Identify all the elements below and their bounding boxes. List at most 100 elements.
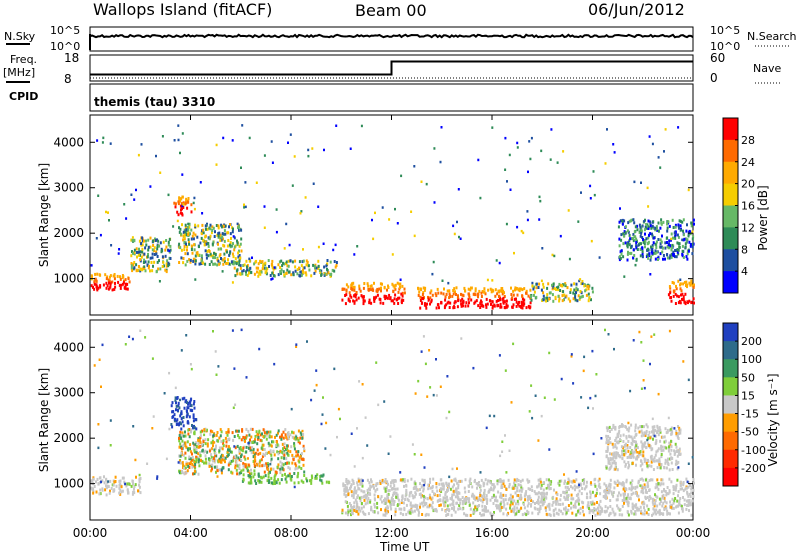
- data-cell: [395, 495, 398, 499]
- data-cell: [652, 431, 655, 435]
- data-cell: [316, 473, 319, 477]
- data-cell: [183, 233, 186, 237]
- data-cell: [130, 484, 133, 488]
- data-cell: [674, 462, 677, 466]
- data-cell: [271, 259, 274, 263]
- data-cell: [234, 464, 237, 468]
- data-cell: [526, 218, 529, 222]
- data-cell: [177, 408, 179, 412]
- data-cell: [320, 422, 323, 426]
- data-cell: [192, 237, 195, 241]
- data-cell: [546, 504, 549, 508]
- data-cell: [640, 242, 642, 246]
- data-cell: [167, 264, 170, 268]
- data-cell: [282, 451, 285, 455]
- data-cell: [181, 439, 184, 443]
- data-cell: [300, 273, 303, 277]
- data-cell: [392, 481, 395, 485]
- data-cell: [390, 507, 393, 511]
- data-cell: [685, 280, 688, 284]
- data-cell: [430, 289, 433, 293]
- data-cell: [545, 496, 548, 500]
- data-cell: [200, 236, 203, 240]
- data-cell: [512, 303, 515, 307]
- data-cell: [644, 434, 647, 437]
- data-cell: [218, 457, 221, 461]
- data-cell: [209, 432, 212, 436]
- data-cell: [325, 421, 328, 425]
- data-cell: [186, 259, 189, 263]
- data-cell: [193, 430, 196, 434]
- data-cell: [448, 292, 451, 296]
- data-cell: [655, 450, 658, 454]
- data-cell: [145, 239, 147, 243]
- data-cell: [654, 226, 657, 230]
- data-cell: [603, 489, 606, 493]
- data-cell: [376, 293, 379, 297]
- data-cell: [608, 462, 611, 466]
- data-cell: [229, 245, 232, 249]
- data-cell: [367, 288, 370, 292]
- data-cell: [295, 454, 298, 458]
- data-cell: [468, 479, 471, 483]
- data-cell: [380, 286, 382, 290]
- data-cell: [356, 496, 359, 500]
- data-cell: [460, 479, 463, 483]
- data-cell: [560, 377, 563, 381]
- data-cell: [267, 430, 270, 434]
- data-cell: [651, 513, 653, 517]
- data-cell: [273, 362, 276, 366]
- data-cell: [646, 186, 649, 190]
- data-cell: [492, 502, 495, 505]
- data-cell: [675, 255, 678, 259]
- data-cell: [643, 509, 646, 513]
- data-cell: [262, 452, 265, 456]
- data-cell: [185, 242, 187, 246]
- data-cell: [281, 450, 284, 454]
- data-cell: [419, 488, 421, 492]
- data-cell: [226, 433, 229, 437]
- data-cell: [635, 237, 638, 241]
- data-cell: [604, 505, 607, 509]
- data-cell: [301, 260, 304, 264]
- data-cell: [193, 248, 196, 252]
- data-cell: [456, 220, 458, 224]
- data-cell: [124, 284, 127, 287]
- data-cell: [381, 500, 383, 504]
- data-cell: [627, 504, 630, 508]
- data-cell: [616, 483, 619, 487]
- data-cell: [131, 236, 134, 239]
- data-cell: [180, 451, 183, 455]
- data-cell: [341, 508, 344, 512]
- data-cell: [325, 480, 328, 484]
- data-cell: [642, 450, 645, 454]
- data-cell: [542, 481, 545, 485]
- data-cell: [114, 480, 117, 483]
- data-cell: [683, 237, 686, 241]
- data-cell: [186, 206, 189, 210]
- data-cell: [223, 239, 226, 243]
- data-cell: [245, 450, 248, 454]
- data-cell: [240, 249, 243, 253]
- data-cell: [605, 496, 608, 500]
- data-cell: [683, 300, 686, 304]
- data-cell: [606, 450, 609, 453]
- data-cell: [656, 426, 659, 430]
- data-cell: [245, 270, 247, 274]
- data-cell: [599, 486, 602, 490]
- data-cell: [240, 237, 243, 241]
- data-cell: [285, 447, 287, 451]
- data-cell: [606, 429, 609, 433]
- data-cell: [393, 500, 396, 503]
- data-cell: [537, 484, 540, 488]
- data-cell: [296, 475, 299, 479]
- data-cell: [529, 288, 532, 292]
- data-cell: [425, 502, 428, 505]
- data-cell: [352, 482, 355, 485]
- cpid-text: themis (tau) 3310: [94, 95, 215, 109]
- data-cell: [511, 305, 514, 309]
- data-cell: [677, 279, 680, 283]
- data-cell: [591, 500, 594, 504]
- data-cell: [536, 492, 539, 496]
- data-cell: [620, 249, 623, 253]
